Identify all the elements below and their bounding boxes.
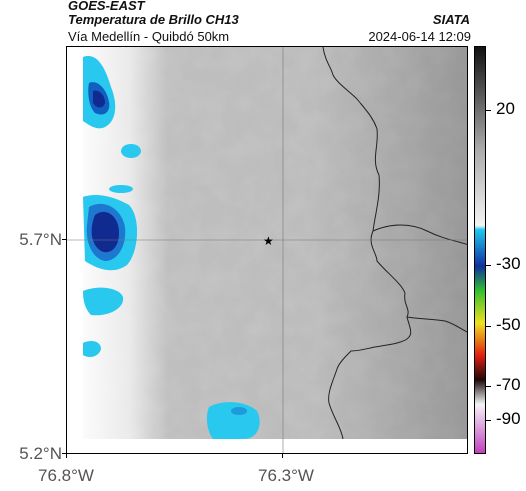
x-tick-label: 76.3°W	[258, 466, 314, 485]
colorbar-label: -70	[496, 375, 521, 394]
admin-boundaries	[322, 47, 467, 440]
colorbar	[474, 46, 486, 454]
colorbar-tick	[486, 420, 491, 421]
x-tick-mark	[66, 454, 67, 458]
y-tick-label: 5.7°N	[19, 230, 62, 249]
datetime-label: 2024-06-14 12:09	[368, 29, 471, 44]
x-tick-mark	[282, 454, 283, 458]
organization-label: SIATA	[432, 12, 470, 27]
cold-cloud-tops	[83, 56, 260, 439]
x-tick-label: 76.8°W	[38, 466, 94, 485]
colorbar-tick	[486, 110, 491, 111]
colorbar-label: -90	[496, 409, 521, 428]
y-tick-mark	[62, 239, 66, 240]
satellite-map[interactable]: ★	[66, 46, 468, 454]
star-icon: ★	[263, 234, 274, 248]
map-canvas: ★	[67, 47, 467, 453]
y-tick-label: 5.2°N	[19, 444, 62, 463]
y-tick-mark	[62, 453, 66, 454]
colorbar-label: 20	[496, 99, 515, 118]
product-title: Temperatura de Brillo CH13	[68, 12, 239, 27]
satellite-title: GOES-EAST	[68, 0, 145, 13]
colorbar-tick	[486, 326, 491, 327]
colorbar-label: -30	[496, 254, 521, 273]
colorbar-tick	[486, 265, 491, 266]
colorbar-tick	[486, 386, 491, 387]
region-subtitle: Vía Medellín - Quibdó 50km	[68, 29, 230, 44]
colorbar-label: -50	[496, 315, 521, 334]
